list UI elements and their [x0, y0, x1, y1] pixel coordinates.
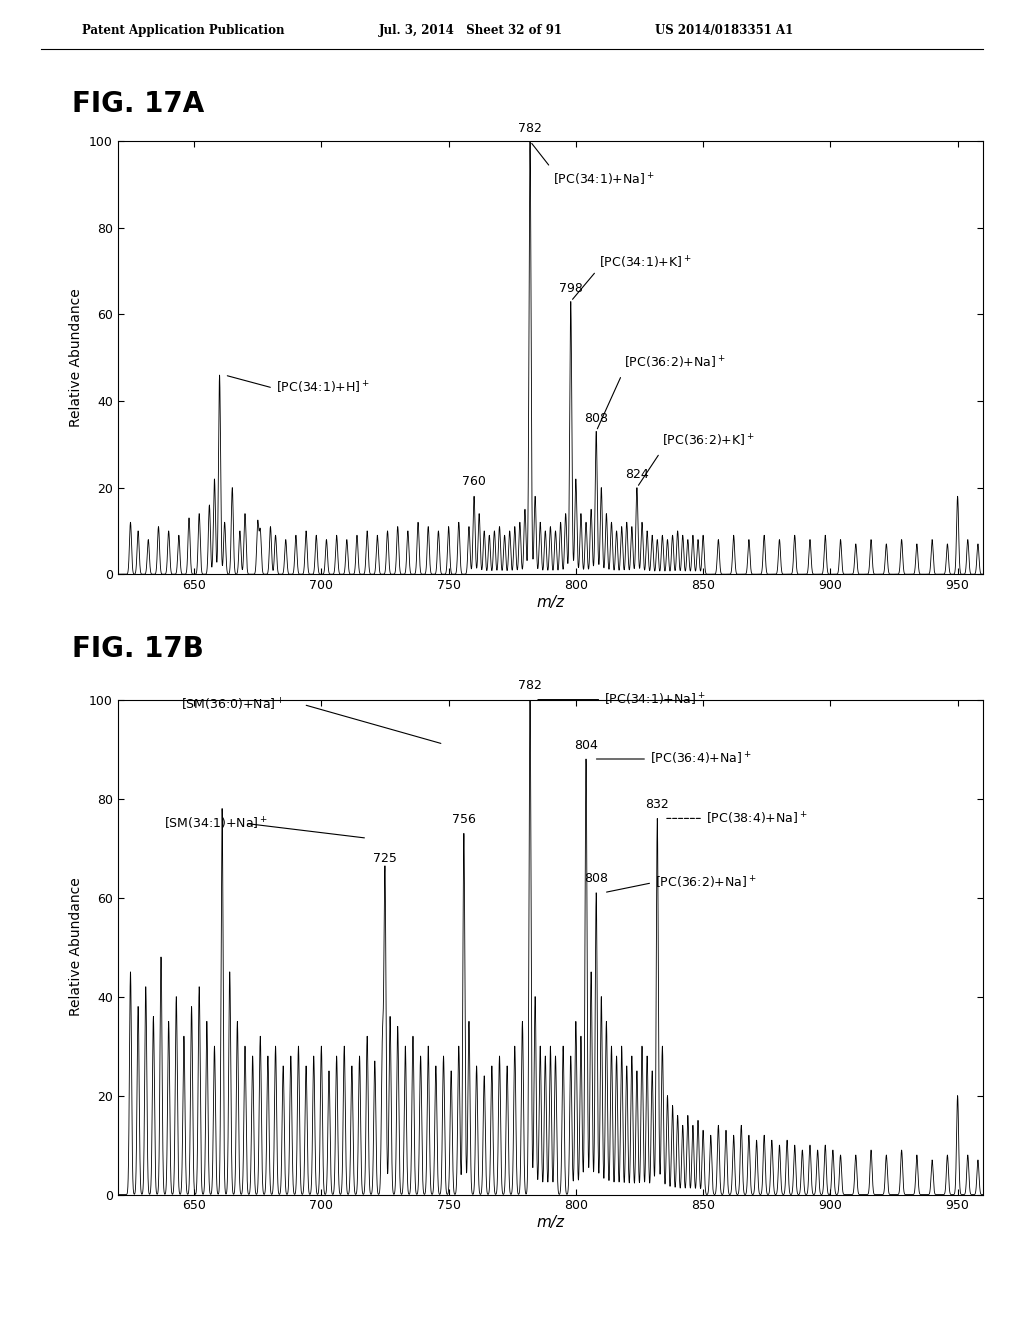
- Text: Jul. 3, 2014   Sheet 32 of 91: Jul. 3, 2014 Sheet 32 of 91: [379, 24, 563, 37]
- X-axis label: m/z: m/z: [537, 595, 564, 610]
- Text: 760: 760: [462, 475, 486, 487]
- Text: 782: 782: [518, 680, 542, 692]
- Text: [PC(36:2)+Na]$^+$: [PC(36:2)+Na]$^+$: [654, 875, 757, 891]
- Text: [SM(34:1)+Na]$^+$: [SM(34:1)+Na]$^+$: [164, 816, 267, 832]
- Text: 725: 725: [373, 853, 397, 866]
- Text: [PC(34:1)+K]$^+$: [PC(34:1)+K]$^+$: [599, 255, 691, 271]
- Text: FIG. 17B: FIG. 17B: [72, 635, 204, 664]
- Text: [PC(38:4)+Na]$^+$: [PC(38:4)+Na]$^+$: [706, 810, 807, 826]
- Text: FIG. 17A: FIG. 17A: [72, 90, 204, 119]
- Text: 798: 798: [559, 282, 583, 294]
- Text: [PC(36:2)+Na]$^+$: [PC(36:2)+Na]$^+$: [625, 354, 726, 371]
- Text: 804: 804: [574, 739, 598, 751]
- Text: 824: 824: [625, 469, 649, 480]
- Text: [PC(34:1)+Na]$^+$: [PC(34:1)+Na]$^+$: [604, 692, 706, 708]
- Text: 782: 782: [518, 121, 542, 135]
- Text: 756: 756: [452, 813, 476, 826]
- X-axis label: m/z: m/z: [537, 1216, 564, 1230]
- Text: [PC(36:2)+K]$^+$: [PC(36:2)+K]$^+$: [663, 433, 755, 449]
- Text: 808: 808: [585, 412, 608, 425]
- Y-axis label: Relative Abundance: Relative Abundance: [70, 288, 84, 428]
- Text: Patent Application Publication: Patent Application Publication: [82, 24, 285, 37]
- Y-axis label: Relative Abundance: Relative Abundance: [70, 878, 84, 1016]
- Text: US 2014/0183351 A1: US 2014/0183351 A1: [655, 24, 794, 37]
- Text: [PC(36:4)+Na]$^+$: [PC(36:4)+Na]$^+$: [649, 751, 752, 767]
- Text: [SM(36:0)+Na]$^+$: [SM(36:0)+Na]$^+$: [181, 697, 286, 713]
- Text: [PC(34:1)+H]$^+$: [PC(34:1)+H]$^+$: [275, 380, 370, 396]
- Text: 808: 808: [585, 873, 608, 886]
- Text: [PC(34:1)+Na]$^+$: [PC(34:1)+Na]$^+$: [553, 172, 654, 187]
- Text: 832: 832: [645, 799, 669, 810]
